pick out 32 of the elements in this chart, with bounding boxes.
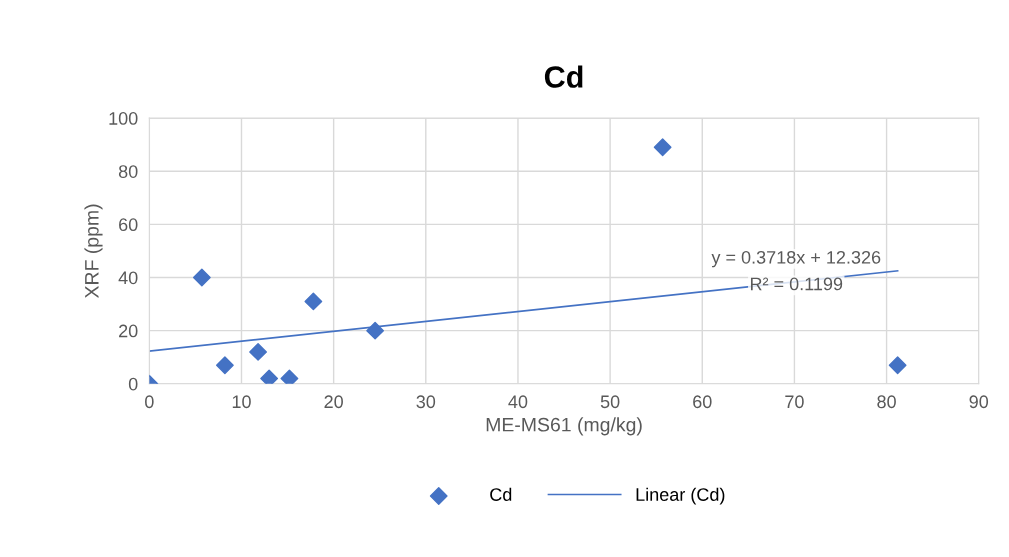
point <box>304 292 323 311</box>
x-tick-label: 60 <box>693 395 712 409</box>
x-tick-label: 30 <box>416 395 436 409</box>
y-axis-title: XRF (ppm) <box>84 204 103 299</box>
x-tick-label: 70 <box>785 395 804 409</box>
point <box>192 268 211 287</box>
x-tick-label: 40 <box>508 395 528 409</box>
x-tick-label: 90 <box>969 395 989 409</box>
point <box>280 369 299 384</box>
legend-label: Linear (Cd) <box>636 487 725 505</box>
y-tick-label: 0 <box>128 377 138 391</box>
y-tick-label: 60 <box>119 218 138 232</box>
x-tick-label: 80 <box>877 395 896 409</box>
y-tick-label: 80 <box>118 165 138 178</box>
point <box>215 356 234 375</box>
legend-label: Cd <box>490 487 512 501</box>
y-tick-label: 100 <box>109 112 138 125</box>
annotation: y = 0.3718x + 12.326 <box>711 250 881 268</box>
x-tick-label: 0 <box>145 395 154 409</box>
chart-title: Cd <box>544 65 583 88</box>
point <box>888 356 907 375</box>
y-tick-label: 40 <box>118 271 138 285</box>
x-tick-label: 50 <box>600 395 620 409</box>
y-tick-label: 20 <box>119 324 138 338</box>
x-axis-title: ME-MS61 (mg/kg) <box>486 417 642 436</box>
point <box>366 321 385 340</box>
point <box>653 138 672 157</box>
x-tick-label: 10 <box>232 395 251 409</box>
x-tick-label: 20 <box>324 395 343 409</box>
point <box>249 342 267 361</box>
point <box>260 369 279 384</box>
annotation: R² = 0.1199 <box>750 277 843 291</box>
